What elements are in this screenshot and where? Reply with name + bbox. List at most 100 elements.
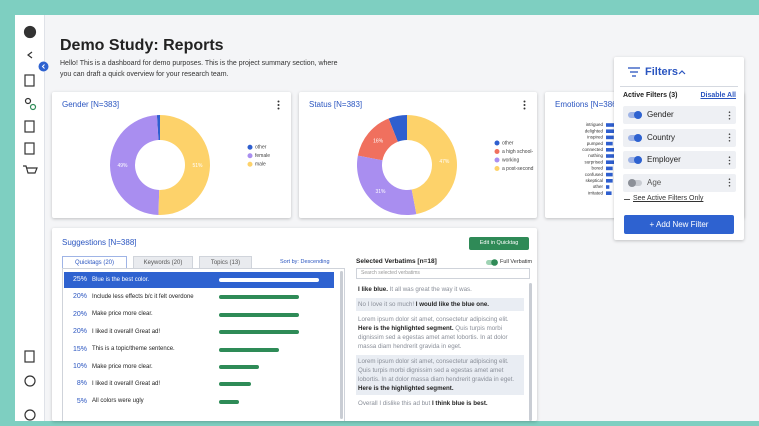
- verbatim-text: I like blue.: [358, 286, 388, 293]
- bar-label: connected: [582, 147, 603, 152]
- filter-toggle[interactable]: [627, 178, 643, 188]
- search-input[interactable]: Search selected verbatims: [356, 268, 530, 279]
- quicktag-list: 25% Blue is the best color. 20% Include les…: [62, 268, 345, 421]
- menu[interactable]: [523, 100, 526, 110]
- collapse-chevron[interactable]: [678, 70, 686, 75]
- verbatim-text: Lorem ipsum dolor sit amet, consectetur …: [358, 358, 515, 383]
- bar-label: skeptical: [585, 178, 603, 183]
- tab[interactable]: Quicktags (20): [62, 256, 127, 268]
- legend-label: a post-second: [502, 166, 534, 172]
- card-title: Status [N=383]: [309, 100, 363, 109]
- suggestions-card: Suggestions [N=388] Edit in Quicktag Sor…: [52, 228, 537, 421]
- suggestion-bar: [219, 312, 299, 317]
- slice-label: 51%: [192, 163, 203, 169]
- verbatim-text: I think blue is best.: [431, 400, 488, 407]
- suggestion-row[interactable]: 8% I liked it overall! Great ad!: [64, 376, 334, 392]
- toggle-knob: [634, 133, 642, 142]
- filter-name: Age: [647, 177, 662, 187]
- suggestion-row[interactable]: 25% Blue is the best color.: [64, 272, 334, 288]
- filter-menu[interactable]: [728, 178, 731, 187]
- percent: 5%: [76, 397, 87, 405]
- legend-swatch: [494, 157, 500, 163]
- dot: [728, 178, 731, 180]
- filter-name: Employer: [647, 155, 681, 164]
- donut-chart: other 49% female 51% male: [109, 115, 270, 215]
- bar: [606, 185, 610, 189]
- filter-name: Country: [647, 132, 676, 142]
- filter-toggle[interactable]: [627, 133, 643, 143]
- nav-icon[interactable]: [23, 165, 38, 174]
- profile-icon[interactable]: [24, 409, 36, 421]
- percent: 15%: [72, 345, 87, 353]
- collapse-button[interactable]: [38, 61, 49, 72]
- verbatim: I like blue. It all was great the way it…: [356, 283, 524, 296]
- page-title: Demo Study: Reports: [60, 37, 224, 54]
- filter-toggle[interactable]: [627, 110, 643, 120]
- tab[interactable]: Keywords (20): [133, 256, 193, 268]
- legend-label: a high school-: [502, 149, 533, 155]
- verbatims-title: Selected Verbatims [n=18]: [356, 258, 437, 265]
- suggestion-bar: [219, 399, 239, 404]
- filter-item[interactable]: Age: [623, 173, 736, 192]
- pie-slice: [109, 115, 160, 215]
- dot: [728, 162, 731, 165]
- nav-icon[interactable]: [24, 350, 35, 363]
- filter-icon: [628, 67, 640, 77]
- filter-menu[interactable]: [728, 133, 731, 142]
- toggle-knob: [634, 156, 642, 164]
- filter-toggle[interactable]: [627, 155, 643, 165]
- legend-swatch: [494, 149, 500, 154]
- suggestion-bar: [219, 382, 251, 387]
- disable-all-link[interactable]: Disable All: [700, 92, 736, 99]
- filter-menu[interactable]: [728, 110, 731, 120]
- collapse-icon[interactable]: [27, 51, 33, 59]
- suggestion-text: This is a topic/theme sentence.: [92, 346, 175, 353]
- suggestion-row[interactable]: 5% All colors were ugly: [64, 394, 334, 410]
- add-filter-button[interactable]: + Add New Filter: [624, 215, 734, 234]
- nav-icon[interactable]: [24, 142, 35, 155]
- filter-menu[interactable]: [728, 155, 731, 165]
- legend-label: other: [255, 145, 267, 151]
- suggestion-row[interactable]: 20% Make price more clear.: [64, 307, 334, 323]
- slice-label: 49%: [117, 163, 128, 169]
- filter-item[interactable]: Employer: [623, 151, 736, 169]
- slice-label: 16%: [373, 138, 384, 144]
- verbatim: No I love it so much! I would like the b…: [356, 298, 524, 311]
- pie-slice: [158, 115, 210, 215]
- help-icon[interactable]: [24, 375, 36, 387]
- dot: [728, 136, 731, 139]
- tab[interactable]: Topics (13): [199, 256, 252, 268]
- legend-swatch: [494, 166, 500, 171]
- percent: 20%: [72, 310, 87, 318]
- menu[interactable]: [277, 100, 280, 110]
- legend-swatch: [247, 161, 253, 167]
- edit-quicktag-button[interactable]: Edit in Quicktag: [469, 237, 529, 250]
- verbatim-text: Quis turpis morbi dignissim sed a egesta…: [358, 325, 508, 350]
- sort-control[interactable]: Sort by: Descending: [280, 259, 330, 265]
- filter-item[interactable]: Gender: [623, 106, 736, 124]
- legend-label: female: [255, 153, 270, 159]
- verbatim-text: I would like the blue one.: [415, 301, 490, 308]
- nav-icon[interactable]: [24, 120, 35, 133]
- nav-icon[interactable]: [24, 97, 32, 105]
- page-description: Hello! This is a dashboard for demo purp…: [60, 60, 338, 78]
- percent: 10%: [72, 363, 87, 370]
- full-verbatim-toggle[interactable]: [486, 259, 498, 266]
- suggestion-row[interactable]: 15% This is a topic/theme sentence.: [64, 342, 334, 358]
- filter-item[interactable]: Country: [623, 128, 736, 147]
- suggestion-row[interactable]: 20% Include less effects b/c it felt over…: [64, 289, 334, 305]
- suggestion-bar: [219, 347, 279, 352]
- bar: [606, 160, 615, 164]
- suggestion-text: I liked it overall! Great ad!: [92, 380, 161, 387]
- suggestion-bar: [219, 330, 299, 335]
- nav-icon[interactable]: [24, 74, 35, 87]
- see-active-link[interactable]: See Active Filters Only: [633, 195, 704, 202]
- slice-label: 47%: [439, 159, 450, 165]
- suggestion-row[interactable]: 10% Make price more clear.: [64, 359, 334, 375]
- dot: [728, 181, 731, 184]
- bar: [606, 191, 612, 195]
- suggestion-row[interactable]: 20% I liked it overall! Great ad!: [64, 324, 334, 340]
- percent: 8%: [76, 380, 87, 388]
- avatar-icon[interactable]: [23, 25, 37, 39]
